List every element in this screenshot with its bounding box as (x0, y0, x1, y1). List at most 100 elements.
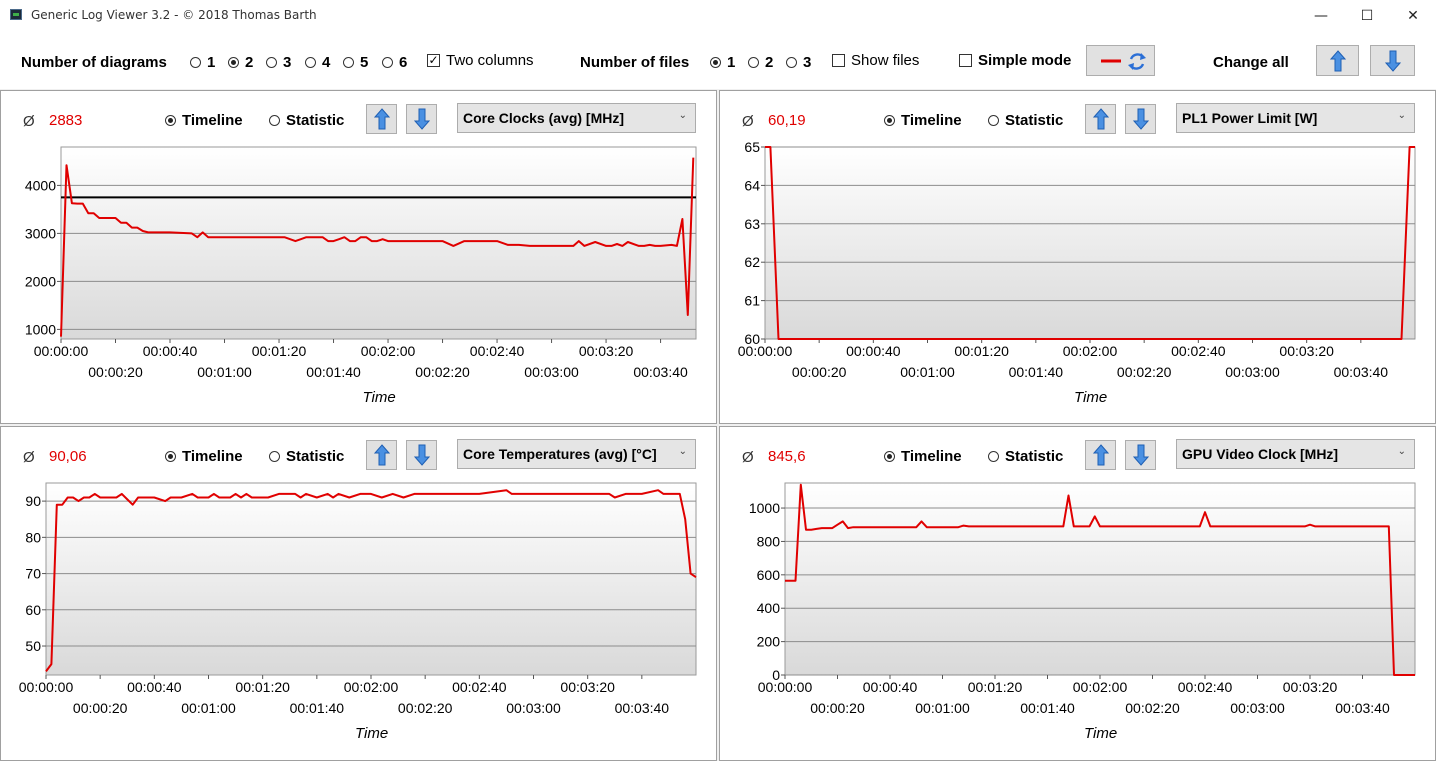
radio-selected-icon (165, 451, 176, 462)
files-option-2[interactable]: 2 (748, 54, 773, 71)
x-tick-label: 00:02:40 (470, 343, 525, 359)
y-tick-label: 65 (744, 139, 760, 155)
x-tick-label: 00:01:20 (235, 679, 290, 695)
x-tick-label: 00:02:40 (1171, 343, 1226, 359)
x-tick-label: 00:00:00 (758, 679, 813, 695)
arrow-up-icon (1092, 444, 1109, 466)
x-tick-label: 00:00:40 (127, 679, 182, 695)
timeline-option[interactable]: Timeline (884, 112, 962, 129)
y-tick-label: 80 (25, 529, 41, 545)
data-series-line (785, 483, 1415, 676)
show-files-checkbox[interactable]: Show files (832, 52, 919, 69)
y-tick-label: 4000 (25, 177, 56, 193)
average-value: 60,19 (768, 112, 806, 129)
sensor-select[interactable]: Core Clocks (avg) [MHz] ⌄ (457, 103, 696, 133)
move-down-button[interactable] (1125, 440, 1156, 470)
chevron-down-icon: ⌄ (678, 446, 687, 457)
diagram-panel-1: Ø 2883 Timeline Statistic Core Clocks (avg) … (0, 90, 717, 424)
line-chart: 1000 2000 3000 4000 00:00:00 00:00:2000:00:40… (25, 146, 697, 380)
timeline-option[interactable]: Timeline (165, 448, 243, 465)
x-tick-label: 00:03:20 (1279, 343, 1334, 359)
move-down-button[interactable] (406, 440, 437, 470)
sensor-select[interactable]: GPU Video Clock [MHz] ⌄ (1176, 439, 1415, 469)
x-tick-label: 00:00:40 (846, 343, 901, 359)
x-tick-label: 00:02:00 (344, 679, 399, 695)
average-symbol: Ø (742, 113, 754, 130)
arrow-down-icon (1132, 108, 1149, 130)
timeline-option[interactable]: Timeline (165, 112, 243, 129)
diagram-panel-4: Ø 845,6 Timeline Statistic GPU Video Clock [… (719, 426, 1436, 761)
maximize-button[interactable]: ☐ (1360, 7, 1374, 24)
simple-mode-checkbox[interactable]: Simple mode (959, 52, 1071, 69)
arrow-up-icon (373, 444, 390, 466)
y-tick-label: 64 (744, 177, 760, 193)
change-all-label: Change all (1213, 54, 1289, 71)
y-tick-label: 200 (757, 634, 781, 650)
change-all-down-button[interactable] (1370, 45, 1415, 76)
x-tick-label: 00:02:20 (1117, 364, 1172, 380)
x-tick-label: 00:03:40 (615, 700, 670, 716)
diagrams-option-3[interactable]: 3 (266, 54, 291, 71)
radio-icon (190, 57, 201, 68)
statistic-option[interactable]: Statistic (269, 112, 344, 129)
radio-selected-icon (884, 451, 895, 462)
statistic-option[interactable]: Statistic (988, 448, 1063, 465)
sensor-select[interactable]: Core Temperatures (avg) [°C] ⌄ (457, 439, 696, 469)
x-tick-label: 00:00:00 (34, 343, 89, 359)
x-tick-label: 00:00:20 (792, 364, 847, 380)
x-tick-label: 00:03:00 (1225, 364, 1280, 380)
radio-icon (305, 57, 316, 68)
diagrams-option-2[interactable]: 2 (228, 54, 253, 71)
x-tick-label: 00:01:20 (954, 343, 1009, 359)
move-up-button[interactable] (366, 440, 397, 470)
x-tick-label: 00:01:40 (306, 364, 361, 380)
move-up-button[interactable] (1085, 440, 1116, 470)
x-tick-label: 00:00:20 (810, 700, 865, 716)
diagrams-option-6[interactable]: 6 (382, 54, 407, 71)
data-series-line (45, 489, 697, 672)
radio-icon (786, 57, 797, 68)
move-up-button[interactable] (366, 104, 397, 134)
files-option-1[interactable]: 1 (710, 54, 735, 71)
diagram-panel-2: Ø 60,19 Timeline Statistic PL1 Power Limit [… (719, 90, 1436, 424)
line-chart: 50 60 70 80 90 00:00:00 00:00:20 00:00:40 00:01:… (19, 482, 697, 716)
app-icon (10, 9, 22, 20)
statistic-option[interactable]: Statistic (988, 112, 1063, 129)
arrow-up-icon (1092, 108, 1109, 130)
files-option-3[interactable]: 3 (786, 54, 811, 71)
diagrams-option-5[interactable]: 5 (343, 54, 368, 71)
y-tick-label: 62 (744, 254, 760, 270)
statistic-option[interactable]: Statistic (269, 448, 344, 465)
x-axis-title: Time (1084, 725, 1118, 742)
diagrams-option-4[interactable]: 4 (305, 54, 330, 71)
plot-area (764, 146, 1416, 340)
sensor-select[interactable]: PL1 Power Limit [W] ⌄ (1176, 103, 1415, 133)
timeline-option[interactable]: Timeline (884, 448, 962, 465)
chevron-down-icon: ⌄ (1397, 110, 1406, 121)
move-down-button[interactable] (1125, 104, 1156, 134)
move-up-button[interactable] (1085, 104, 1116, 134)
diagrams-option-1[interactable]: 1 (190, 54, 215, 71)
average-value: 90,06 (49, 448, 87, 465)
y-tick-label: 70 (25, 566, 41, 582)
line-color-button[interactable] (1086, 45, 1155, 76)
x-tick-label: 00:02:40 (452, 679, 507, 695)
radio-selected-icon (228, 57, 239, 68)
close-button[interactable]: ✕ (1407, 7, 1419, 24)
move-down-button[interactable] (406, 104, 437, 134)
y-tick-label: 3000 (25, 225, 56, 241)
average-symbol: Ø (23, 113, 35, 130)
minimize-button[interactable]: — (1314, 7, 1328, 24)
x-tick-label: 00:01:00 (181, 700, 236, 716)
change-all-up-button[interactable] (1316, 45, 1359, 76)
two-columns-checkbox[interactable]: ✓ Two columns (427, 52, 534, 69)
checkbox-checked-icon: ✓ (427, 53, 440, 67)
x-tick-label: 00:01:00 (915, 700, 970, 716)
radio-icon (988, 115, 999, 126)
arrow-down-icon (413, 444, 430, 466)
y-tick-label: 2000 (25, 273, 56, 289)
toolbar: Number of diagrams 1 2 3 4 5 6 ✓ Two colu… (0, 31, 1436, 89)
files-label: Number of files (580, 54, 690, 71)
x-tick-label: 00:02:20 (398, 700, 453, 716)
y-tick-label: 50 (25, 638, 41, 654)
